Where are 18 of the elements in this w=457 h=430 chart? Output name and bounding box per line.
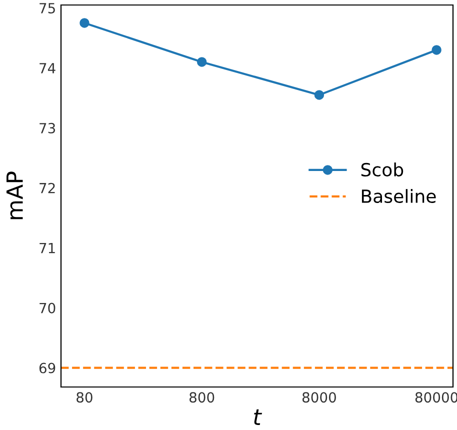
y-axis-title: mAP	[6, 172, 23, 220]
y-tick-label: 75	[40, 3, 55, 14]
x-axis-title: t	[254, 409, 262, 425]
legend-label: Baseline	[362, 189, 436, 204]
y-tick-label: 70	[40, 302, 56, 314]
y-tick-label: 69	[39, 362, 56, 374]
point	[196, 57, 207, 67]
point	[80, 18, 90, 28]
x-tick-label: 8000	[302, 392, 336, 403]
y-tick-label: 71	[40, 243, 55, 254]
x-tick-label: 800	[190, 392, 214, 403]
x-tick-label: 80	[76, 392, 92, 403]
y-tick-label: 73	[40, 122, 56, 134]
point	[314, 90, 324, 100]
y-tick-label: 74	[40, 63, 56, 74]
legend-label: Scob	[361, 162, 404, 177]
point	[432, 45, 442, 55]
y-tick-label: 72	[40, 182, 55, 194]
